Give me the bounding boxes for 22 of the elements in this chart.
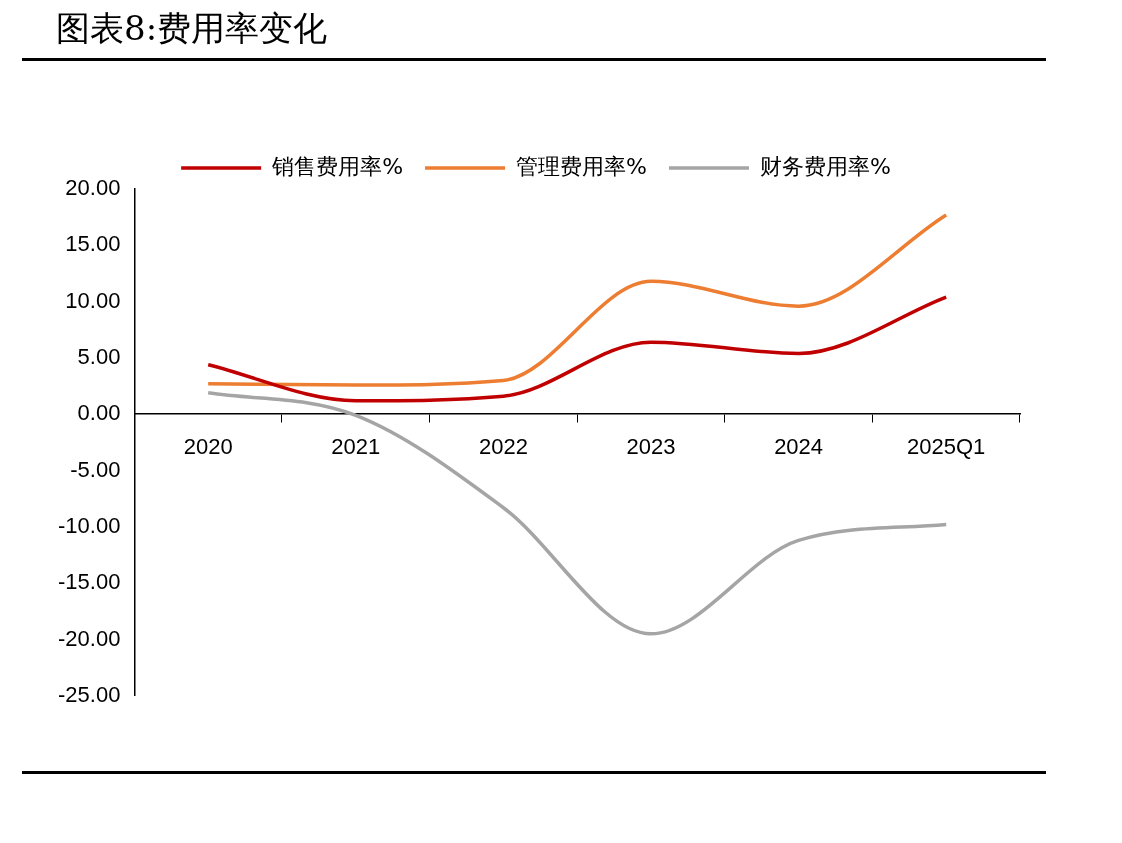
line-series [206,213,948,387]
y-tick-label: 0.00 [77,400,121,426]
legend-label: 销售费用率% [271,153,404,179]
x-tick-label: 2024 [774,433,824,459]
y-tick-label: -15.00 [57,569,121,595]
x-tick-label: 2025Q1 [907,433,986,459]
x-tick-label: 2020 [183,433,233,459]
y-tick-label: -5.00 [70,456,121,482]
legend-label: 管理费用率% [516,153,647,179]
y-tick-label: -20.00 [57,625,121,651]
y-tick-label: 10.00 [65,287,121,313]
y-tick-label: 15.00 [65,231,121,257]
chart-title: 图表8:费用率变化 [56,7,328,50]
y-tick-label: 20.00 [65,175,121,201]
y-tick-label: -25.00 [57,681,121,707]
y-tick-label: 5.00 [77,344,121,369]
y-tick-label: -10.00 [57,512,121,538]
legend-label: 财务费用率% [759,153,891,179]
line-series [206,295,948,403]
x-tick-label: 2021 [331,433,381,459]
x-tick-label: 2023 [626,433,676,459]
x-tick-label: 2022 [478,433,528,459]
